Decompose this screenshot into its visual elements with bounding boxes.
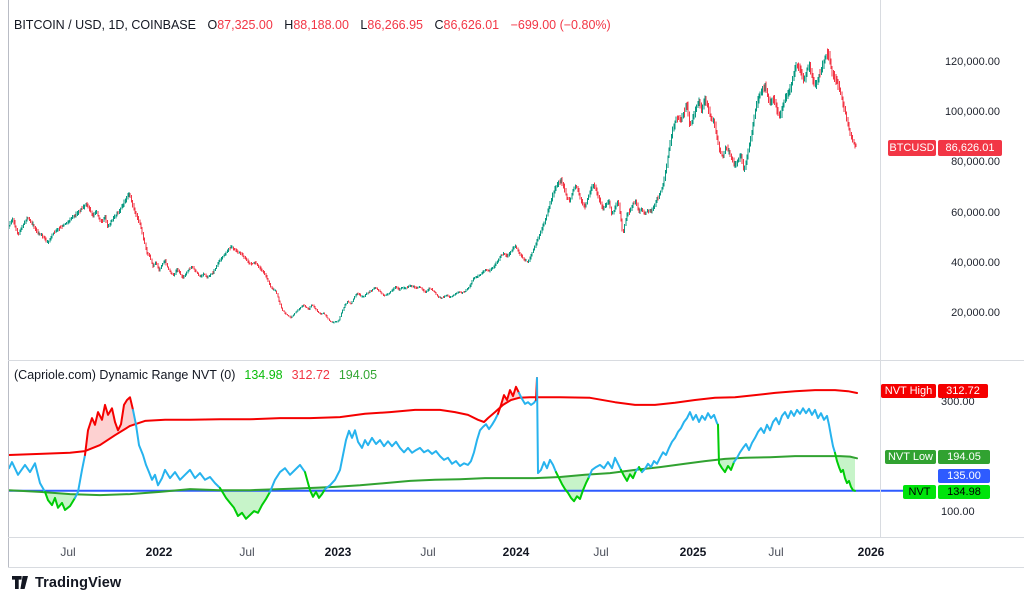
pane-separator[interactable] bbox=[8, 360, 1024, 361]
nvt-high-label-value: 312.72 bbox=[938, 384, 988, 398]
nvt-label-value: 134.98 bbox=[938, 485, 990, 499]
indicator-value-3: 194.05 bbox=[338, 368, 378, 382]
nvt-line[interactable] bbox=[497, 385, 520, 415]
nvt-line[interactable] bbox=[641, 411, 719, 474]
time-axis-tick: Jul bbox=[768, 545, 784, 559]
indicator-legend[interactable]: (Capriole.com) Dynamic Range NVT (0) 134.… bbox=[14, 368, 377, 382]
nvt-label: NVT 134.98 bbox=[903, 485, 990, 499]
nvt-line[interactable] bbox=[219, 487, 271, 520]
price-axis-label: 100,000.00 bbox=[944, 106, 1000, 119]
price-axis-label: 20,000.00 bbox=[951, 307, 1000, 319]
symbol-title: BITCOIN / USD, 1D, COINBASE bbox=[14, 18, 196, 32]
undervalued-fill bbox=[46, 492, 76, 510]
overvalued-fill bbox=[86, 397, 135, 451]
change-value: −699.00 (−0.80%) bbox=[510, 18, 611, 32]
nvt-low-label-name: NVT Low bbox=[885, 450, 936, 464]
nvt-high-line[interactable] bbox=[8, 389, 858, 456]
nvt-line[interactable] bbox=[555, 471, 590, 503]
time-axis-tick: 2026 bbox=[857, 545, 885, 559]
time-axis-tick: 2024 bbox=[502, 545, 530, 559]
undervalued-fill bbox=[836, 456, 855, 491]
nvt-indicator bbox=[8, 377, 905, 520]
nvt-line[interactable] bbox=[269, 463, 306, 493]
nvt-line[interactable] bbox=[588, 456, 622, 478]
nvt-low-line[interactable] bbox=[8, 455, 858, 497]
price-axis-label: 120,000.00 bbox=[944, 56, 1000, 68]
indicator-value-1: 134.98 bbox=[244, 368, 283, 382]
overvalued-fill bbox=[501, 386, 521, 407]
nvt-line[interactable] bbox=[717, 423, 735, 474]
low-value: 86,266.95 bbox=[367, 18, 423, 32]
nvt-label-name: NVT bbox=[903, 485, 936, 499]
time-axis-tick: 2022 bbox=[145, 545, 173, 559]
threshold-label-value: 135.00 bbox=[938, 469, 990, 483]
time-axis[interactable]: Jul 2022 Jul 2023 Jul 2024 Jul 2025 Jul 2026 bbox=[0, 537, 1024, 567]
threshold-label: 135.00 bbox=[938, 469, 990, 483]
main-pane-legend[interactable]: BITCOIN / USD, 1D, COINBASE O87,325.00 H… bbox=[14, 18, 611, 32]
nvt-line[interactable] bbox=[324, 412, 499, 491]
high-value: 88,188.00 bbox=[293, 18, 349, 32]
nvt-line[interactable] bbox=[518, 391, 537, 406]
tradingview-branding[interactable]: TradingView bbox=[12, 575, 121, 591]
high-label: H bbox=[284, 18, 294, 32]
price-axis[interactable]: 120,000.00 100,000.00 80,000.00 60,000.00 40… bbox=[880, 0, 1024, 537]
close-label: C bbox=[434, 18, 444, 32]
bottom-border bbox=[8, 567, 1024, 568]
nvt-high-label-name: NVT High bbox=[881, 384, 936, 398]
time-axis-tick: Jul bbox=[593, 545, 609, 559]
price-axis-label: 40,000.00 bbox=[951, 256, 1000, 269]
nvt-low-label: NVT Low 194.05 bbox=[885, 450, 990, 464]
time-axis-tick: Jul bbox=[60, 545, 76, 559]
nvt-line[interactable] bbox=[834, 451, 856, 492]
left-border bbox=[8, 0, 9, 567]
price-axis-border[interactable] bbox=[880, 0, 881, 537]
last-price-label-name: BTCUSD bbox=[888, 140, 936, 156]
time-axis-tick: Jul bbox=[239, 545, 255, 559]
last-price-label-value: 86,626.01 bbox=[938, 140, 1002, 156]
nvt-high-label: NVT High 312.72 bbox=[881, 384, 988, 398]
nvt-low-label-value: 194.05 bbox=[938, 450, 990, 464]
undervalued-fill bbox=[559, 474, 590, 502]
time-axis-tick: 2025 bbox=[679, 545, 707, 559]
nvt-line[interactable] bbox=[733, 407, 836, 464]
price-axis-label: 60,000.00 bbox=[951, 206, 1000, 219]
open-value: 87,325.00 bbox=[217, 18, 273, 32]
nvt-line[interactable] bbox=[8, 461, 46, 493]
time-axis-border bbox=[8, 537, 1024, 538]
nvt-line[interactable] bbox=[304, 471, 326, 499]
tradingview-logo-icon bbox=[12, 576, 28, 589]
nvt-line[interactable] bbox=[74, 454, 86, 499]
price-axis-label: 80,000.00 bbox=[951, 156, 1000, 169]
last-price-label: BTCUSD 86,626.01 bbox=[888, 140, 1002, 156]
candlestick-series bbox=[8, 48, 857, 324]
nvt-line[interactable] bbox=[620, 468, 637, 482]
indicator-value-2: 312.72 bbox=[291, 368, 330, 382]
indicator-title: (Capriole.com) Dynamic Range NVT (0) bbox=[14, 368, 236, 382]
indicator-axis-label: 300.00 bbox=[941, 396, 975, 408]
nvt-line[interactable] bbox=[84, 396, 134, 456]
nvt-line[interactable] bbox=[132, 408, 221, 489]
close-value: 86,626.01 bbox=[443, 18, 500, 32]
nvt-line[interactable] bbox=[44, 490, 76, 511]
low-label: L bbox=[360, 18, 368, 32]
time-axis-tick: Jul bbox=[420, 545, 436, 559]
nvt-line[interactable] bbox=[536, 377, 557, 475]
open-label: O bbox=[207, 18, 218, 32]
indicator-axis-label: 100.00 bbox=[941, 506, 975, 518]
tradingview-logo-text: TradingView bbox=[35, 575, 122, 591]
time-axis-tick: 2023 bbox=[324, 545, 352, 559]
